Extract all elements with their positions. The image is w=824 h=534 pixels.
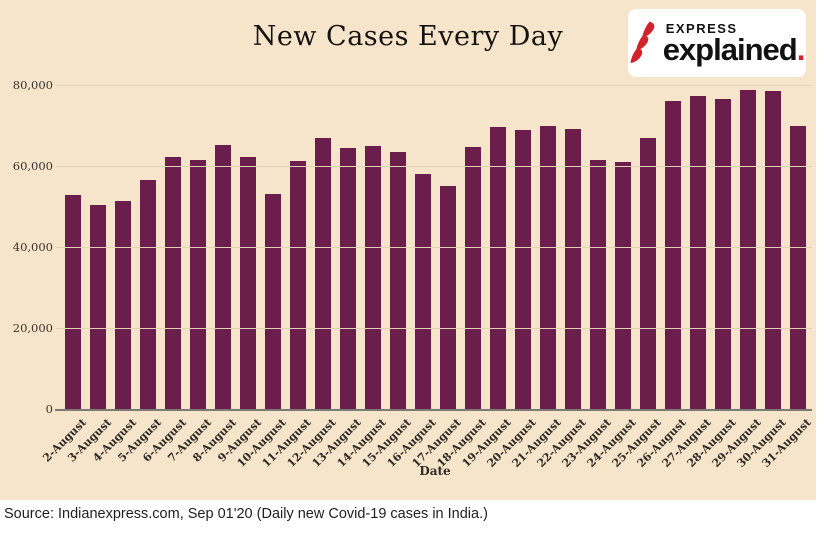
footer: Source: Indianexpress.com, Sep 01'20 (Da… [0,500,824,534]
bar-13-August [339,147,356,409]
logo-explained-text: explained. [662,31,806,67]
bar-11-August [289,160,306,409]
logo-red-dot: . [796,31,806,67]
bar-slot [735,85,760,409]
bar-slot [410,85,435,409]
bar-slot [185,85,210,409]
bar-26-August [664,101,681,409]
y-tick-label: 80,000 [12,78,53,92]
bar-slot [635,85,660,409]
bar-slot [235,85,260,409]
x-axis-title: Date [419,464,451,478]
bar-16-August [414,174,431,409]
bar-10-August [264,194,281,409]
bar-slot [285,85,310,409]
bar-slot [560,85,585,409]
bar-21-August [539,126,556,409]
bar-slot [510,85,535,409]
bar-14-August [364,145,381,409]
bar-27-August [689,96,706,409]
bar-slot [535,85,560,409]
y-tick-label: 20,000 [12,321,53,335]
bar-19-August [489,126,506,409]
bar-2-August [64,195,81,409]
x-tick-slot: 31-August [760,412,814,470]
bar-8-August [214,145,231,409]
bar-4-August [114,201,131,409]
bar-23-August [589,160,606,409]
bar-29-August [739,90,756,409]
bar-slot [760,85,785,409]
bar-slot [85,85,110,409]
source-caption: Source: Indianexpress.com, Sep 01'20 (Da… [4,506,488,522]
logo-express-text: EXPRESS [665,20,738,36]
bar-18-August [464,147,481,409]
y-axis-labels: 80,000 60,000 40,000 20,000 0 [0,78,53,416]
x-axis-labels: 2-August 3-August 4-August 5-August 6-August… [40,412,814,470]
bar-slot [210,85,235,409]
bar-slot [660,85,685,409]
bar-slot [685,85,710,409]
express-flame-icon [630,20,658,69]
bar-7-August [189,160,206,409]
gridline [56,85,812,86]
bar-slot [785,85,810,409]
gridline [56,247,812,248]
bar-6-August [164,157,181,409]
bar-slot [385,85,410,409]
plot-area [55,85,812,411]
gridline [56,166,812,167]
bar-slot [310,85,335,409]
y-tick-label: 40,000 [12,240,53,254]
chart-panel: New Cases Every Day EXPRESS explained. 8… [0,0,816,500]
bar-15-August [389,151,406,409]
gridline [56,328,812,329]
bar-5-August [139,179,156,409]
y-tick-label: 0 [45,402,53,416]
bar-31-August [789,125,806,409]
bar-30-August [764,91,781,409]
bar-9-August [239,157,256,409]
bar-24-August [614,162,631,409]
bar-22-August [564,128,581,409]
bar-20-August [514,129,531,409]
bar-slot [610,85,635,409]
bar-slot [160,85,185,409]
bar-28-August [714,98,731,409]
x-axis-line [55,409,812,411]
bars-container [60,85,810,409]
bar-slot [485,85,510,409]
y-tick-label: 60,000 [12,159,53,173]
bar-slot [460,85,485,409]
bar-12-August [314,137,331,409]
bar-slot [135,85,160,409]
bar-slot [435,85,460,409]
bar-17-August [439,186,456,409]
express-explained-logo: EXPRESS explained. [628,9,806,77]
bar-slot [335,85,360,409]
chart-title: New Cases Every Day [252,21,564,52]
bar-slot [60,85,85,409]
bar-slot [585,85,610,409]
bar-slot [710,85,735,409]
logo-wordmark: EXPRESS explained. [662,20,806,67]
bar-3-August [89,204,106,409]
bar-slot [110,85,135,409]
bar-slot [360,85,385,409]
bar-25-August [639,138,656,409]
